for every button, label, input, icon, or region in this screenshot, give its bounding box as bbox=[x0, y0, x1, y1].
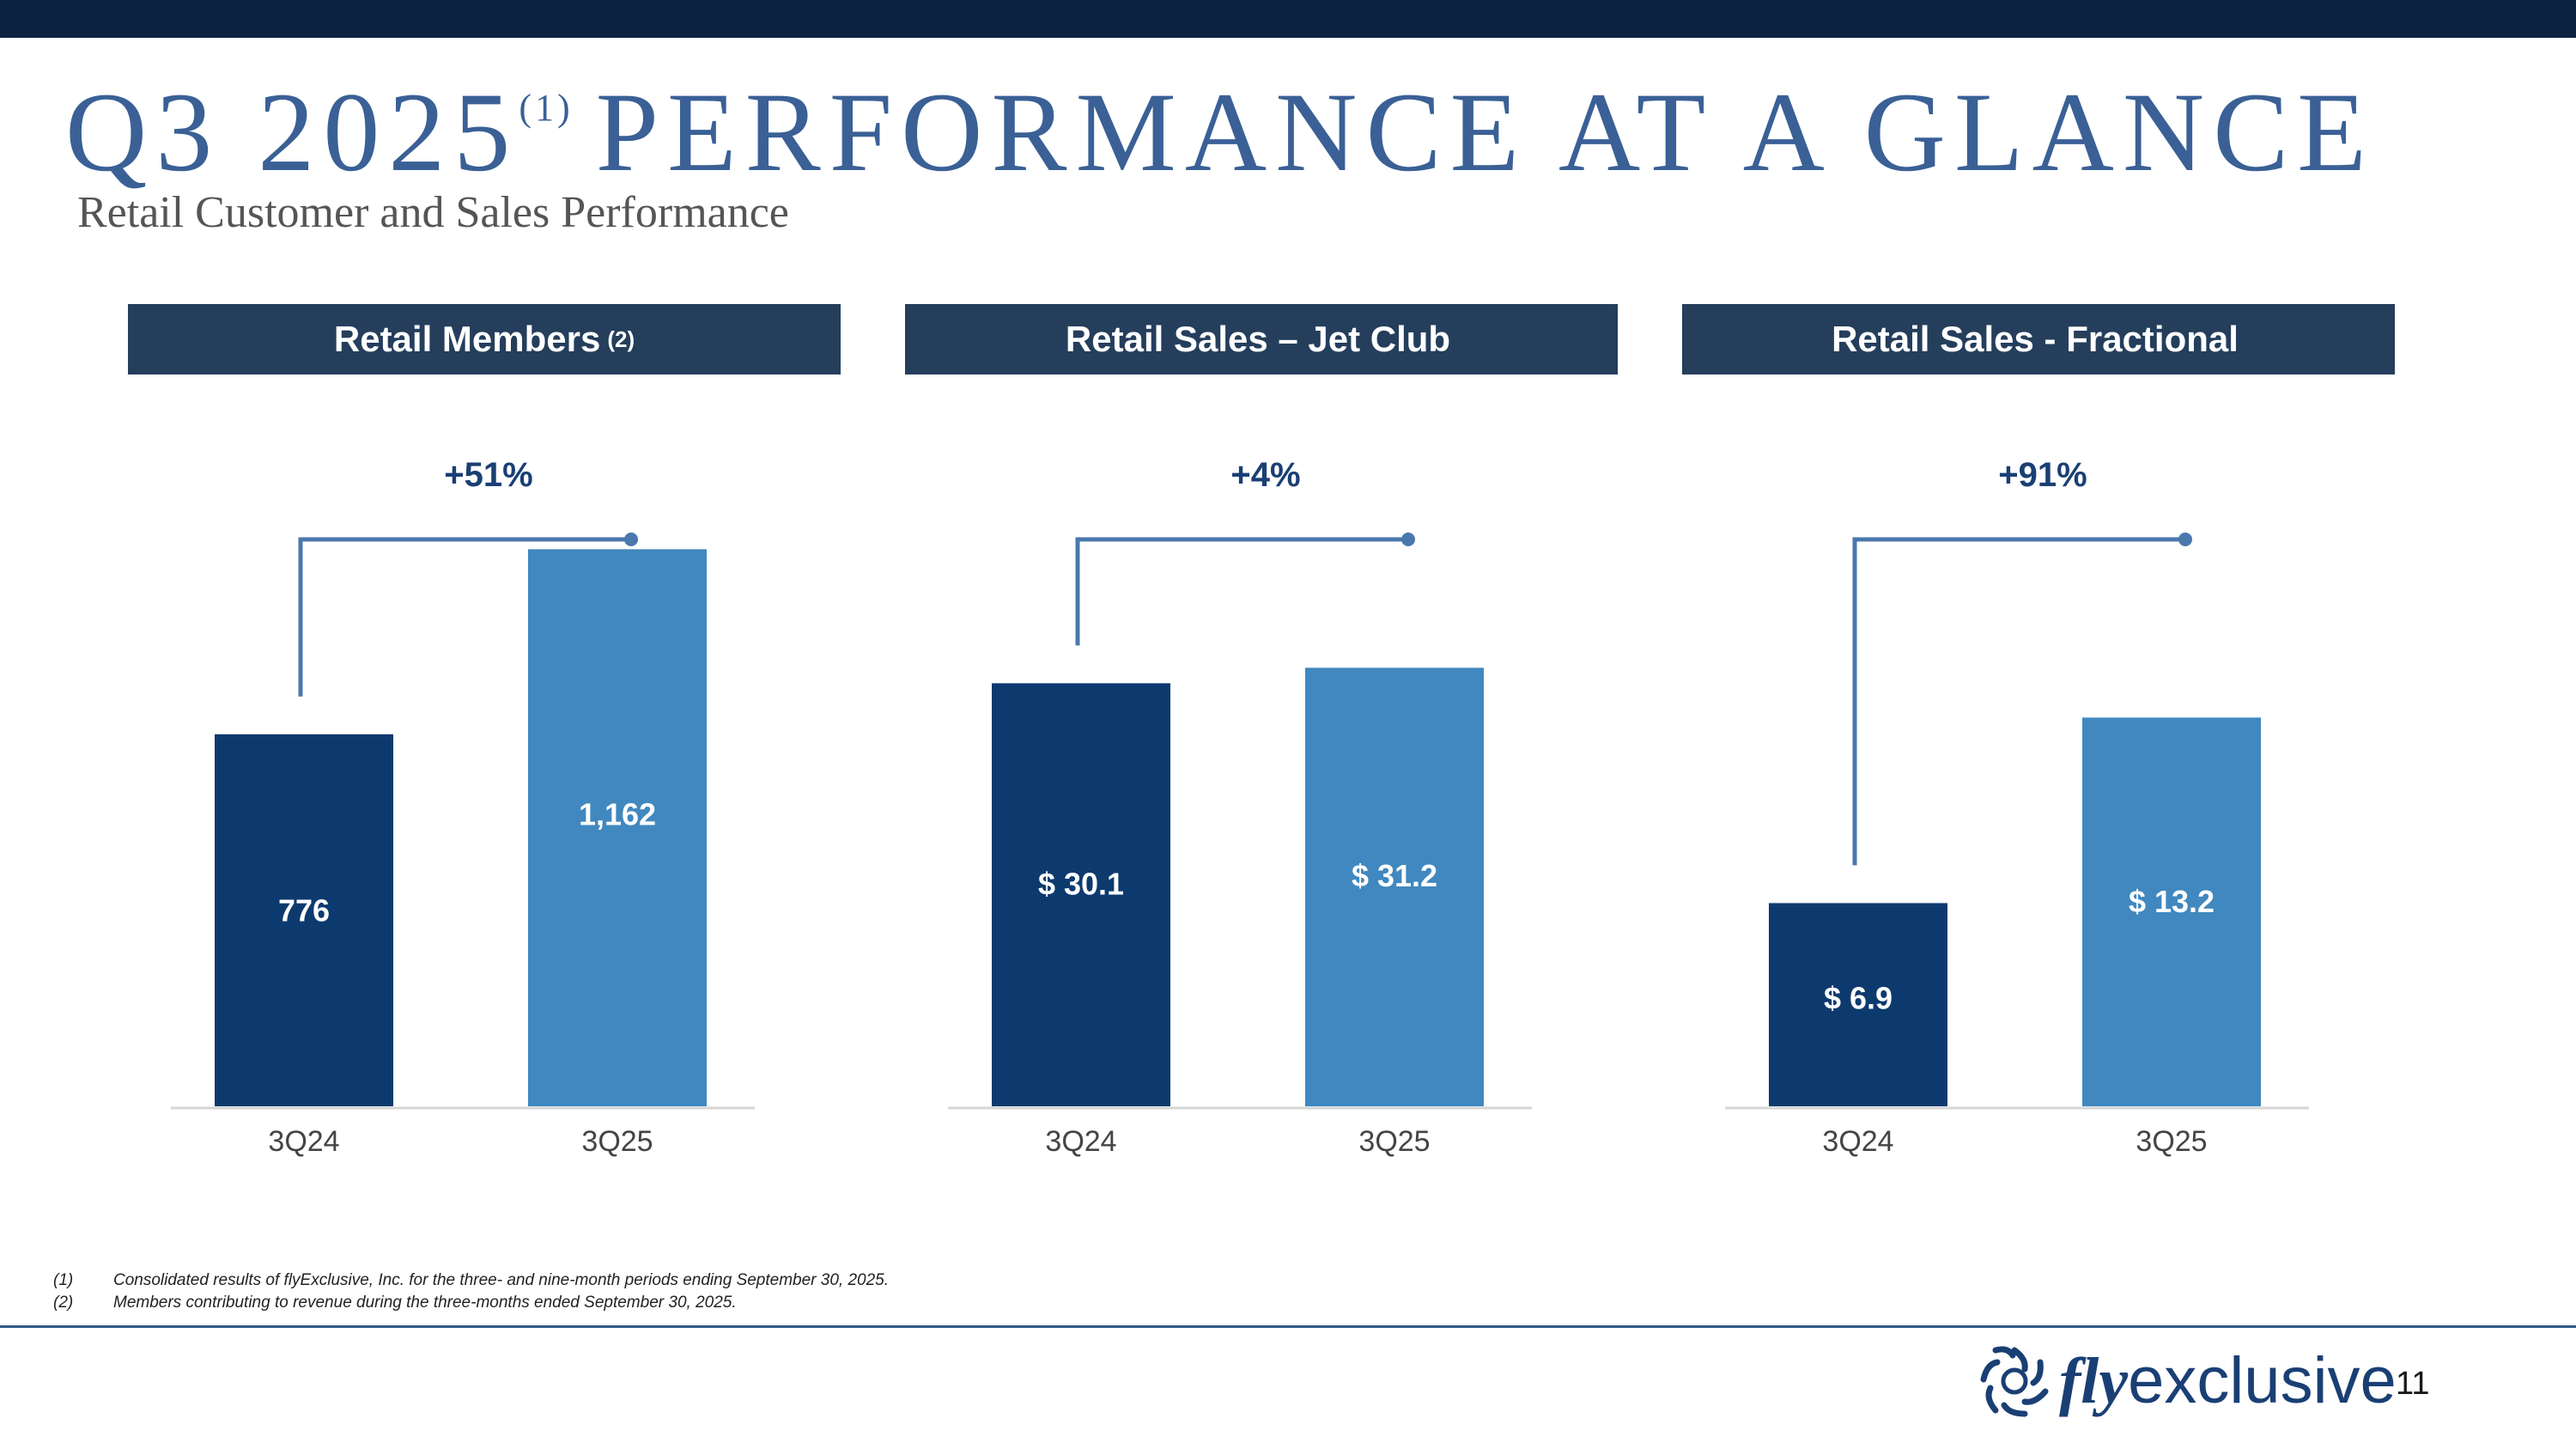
flyexclusive-logo: flyexclusive bbox=[1973, 1340, 2397, 1422]
chart-header: Retail Sales – Jet Club bbox=[905, 304, 1618, 374]
bar bbox=[1769, 903, 1947, 1106]
chart-panel-jet-club: Retail Sales – Jet Club $ 30.1 3Q24 $ 31.2… bbox=[905, 304, 1618, 1300]
tick-label: 3Q24 bbox=[268, 1125, 339, 1158]
growth-label: +51% bbox=[444, 456, 532, 494]
tick-label: 3Q25 bbox=[581, 1125, 653, 1158]
growth-connector bbox=[1852, 537, 2185, 866]
connector-dot bbox=[1401, 533, 1415, 546]
chart-panel-fractional: Retail Sales - Fractional $ 6.9 3Q24 $ 13.… bbox=[1682, 304, 2395, 1300]
chart-header: Retail Sales - Fractional bbox=[1682, 304, 2395, 374]
footnote-number: (1) bbox=[53, 1271, 74, 1289]
title-year: Q3 2025 bbox=[65, 69, 519, 195]
logo-wordmark: flyexclusive bbox=[2059, 1342, 2397, 1421]
chart-panel-retail-members: Retail Members (2) 776 3Q24 1,162 3Q25 +51% bbox=[128, 304, 841, 1300]
footnote-text: Members contributing to revenue during t… bbox=[113, 1294, 737, 1312]
footnote: (2) Members contributing to revenue durin… bbox=[53, 1292, 889, 1314]
footnote: (1) Consolidated results of flyExclusive,… bbox=[53, 1269, 889, 1292]
page-number: 11 bbox=[2396, 1366, 2430, 1402]
chart-plot: 776 3Q24 1,162 3Q25 +51% bbox=[171, 456, 755, 1158]
growth-connector bbox=[298, 537, 631, 697]
chart-title: Retail Members bbox=[333, 319, 601, 359]
top-bar bbox=[0, 0, 2576, 38]
title-rest: PERFORMANCE AT A GLANCE bbox=[595, 69, 2375, 195]
growth-label: +4% bbox=[1230, 456, 1300, 494]
connector-dot bbox=[624, 533, 638, 546]
footnote-text: Consolidated results of flyExclusive, In… bbox=[113, 1271, 890, 1289]
chart-plot: $ 6.9 3Q24 $ 13.2 3Q25 +91% bbox=[1725, 456, 2309, 1158]
growth-connector bbox=[1075, 537, 1408, 646]
data-label: $ 6.9 bbox=[1824, 980, 1893, 1015]
logo-exclusive: exclusive bbox=[2128, 1344, 2397, 1417]
page-title: Q3 2025(1) PERFORMANCE AT A GLANCE bbox=[65, 76, 2375, 189]
footnote-number: (2) bbox=[53, 1294, 74, 1312]
tick-label: 3Q25 bbox=[2136, 1125, 2207, 1158]
chart-title-footnote: (2) bbox=[607, 326, 635, 352]
bar bbox=[2082, 717, 2261, 1106]
bar bbox=[528, 549, 707, 1106]
title-footnote-marker: (1) bbox=[519, 87, 574, 129]
bottom-rule bbox=[0, 1325, 2576, 1328]
bar bbox=[992, 683, 1170, 1106]
growth-label: +91% bbox=[1998, 456, 2087, 494]
data-label: 776 bbox=[278, 892, 330, 928]
chart-header: Retail Members (2) bbox=[128, 304, 841, 374]
connector-dot bbox=[2178, 533, 2192, 546]
turbine-icon bbox=[1980, 1346, 2049, 1417]
bar bbox=[1305, 667, 1484, 1106]
page-subtitle: Retail Customer and Sales Performance bbox=[77, 188, 789, 237]
tick-label: 3Q24 bbox=[1822, 1125, 1893, 1158]
tick-label: 3Q24 bbox=[1045, 1125, 1116, 1158]
data-label: $ 30.1 bbox=[1038, 866, 1124, 901]
chart-title: Retail Sales – Jet Club bbox=[1065, 319, 1451, 359]
chart-title: Retail Sales - Fractional bbox=[1832, 319, 2239, 359]
tick-label: 3Q25 bbox=[1358, 1125, 1430, 1158]
footnotes: (1) Consolidated results of flyExclusive,… bbox=[53, 1269, 889, 1314]
logo-fly: fly bbox=[2059, 1345, 2129, 1417]
data-label: 1,162 bbox=[579, 796, 656, 831]
data-label: $ 31.2 bbox=[1352, 858, 1437, 893]
chart-plot: $ 30.1 3Q24 $ 31.2 3Q25 +4% bbox=[948, 456, 1532, 1158]
data-label: $ 13.2 bbox=[2129, 884, 2215, 919]
bar bbox=[215, 734, 393, 1106]
